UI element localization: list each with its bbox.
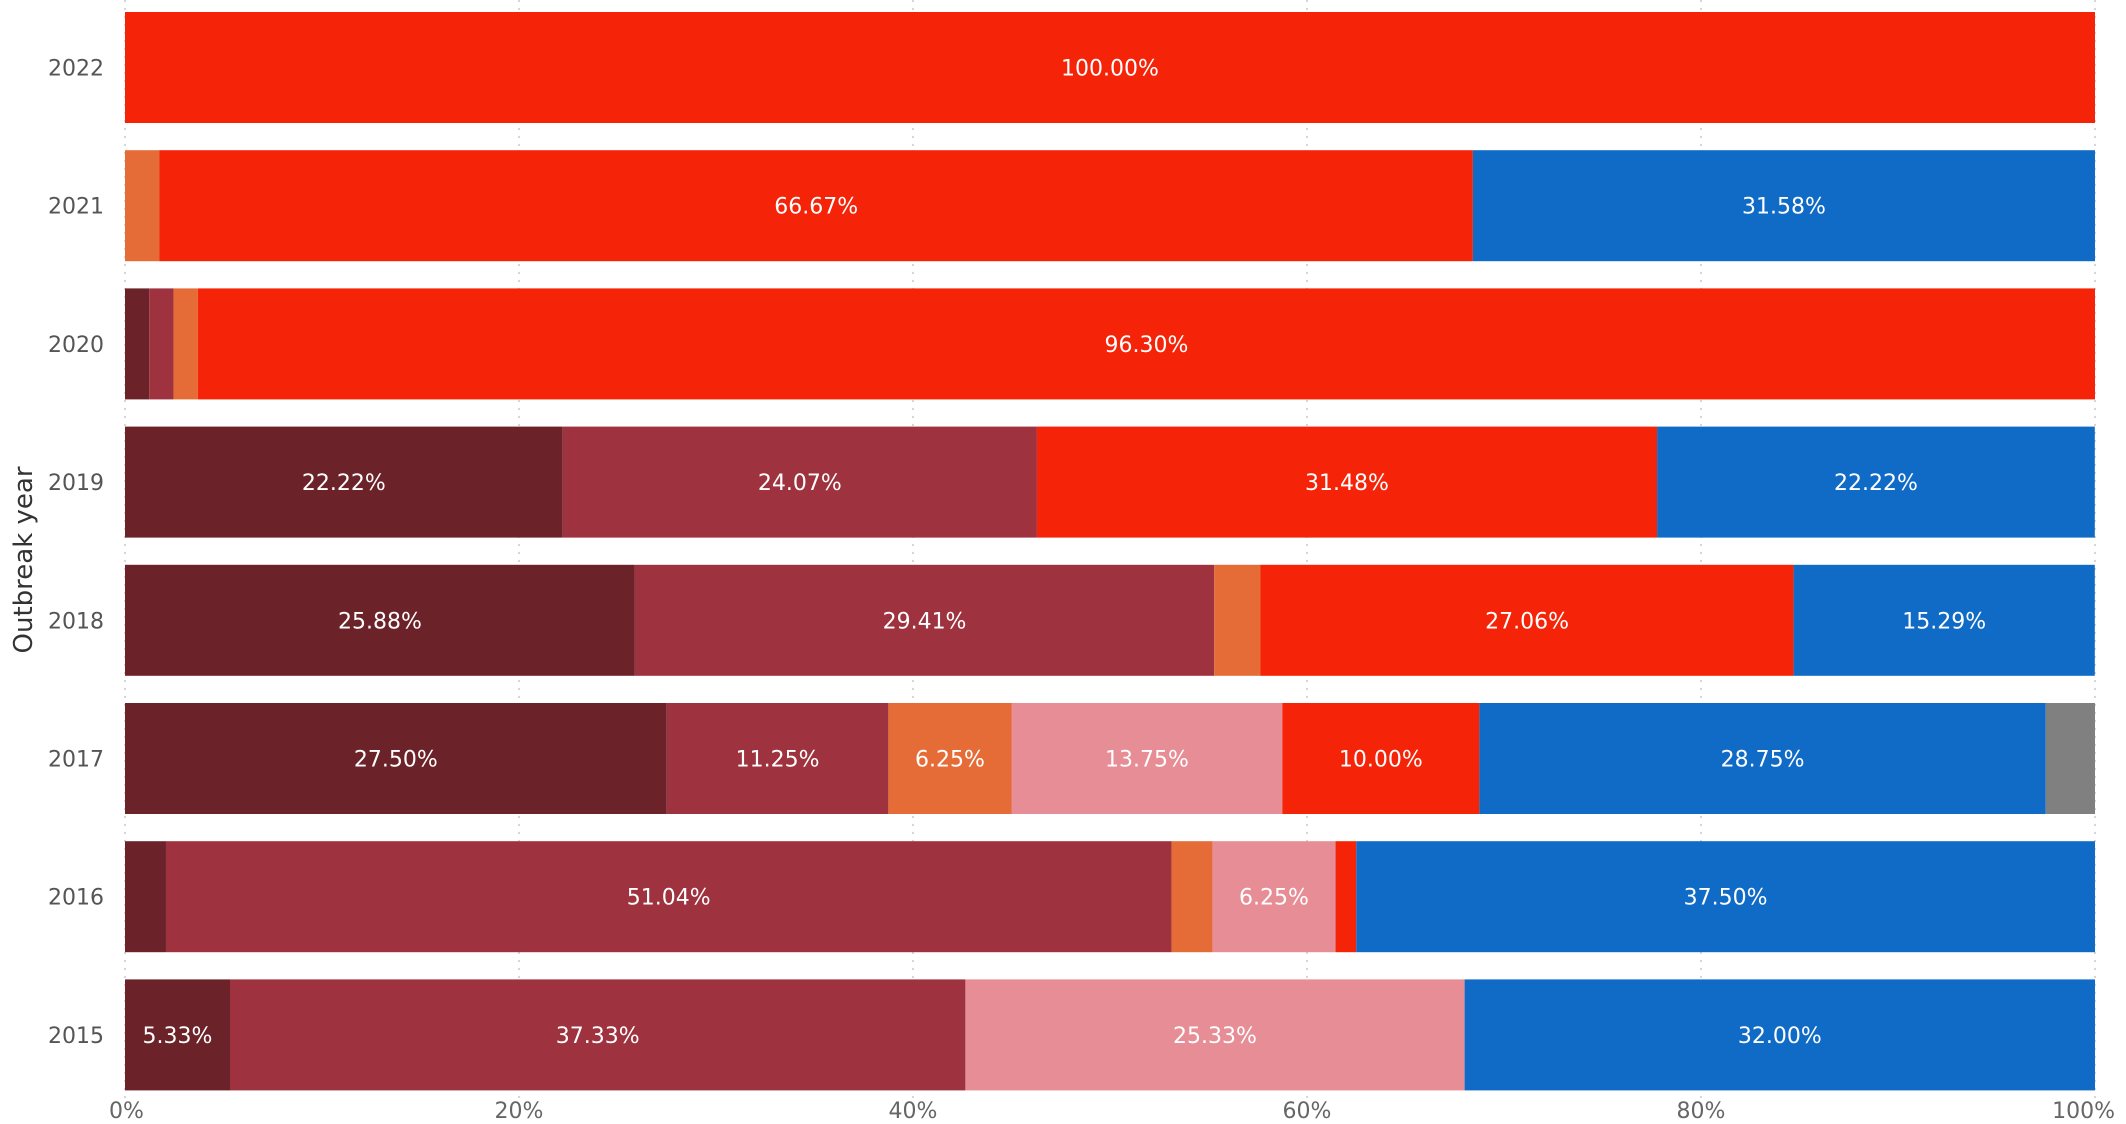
bar-segment bbox=[1036, 426, 1658, 538]
y-tick-label: 2018 bbox=[48, 609, 104, 634]
y-tick-label: 2019 bbox=[48, 471, 104, 496]
data-label: 22.22% bbox=[302, 471, 386, 496]
bar-segment bbox=[1479, 703, 2046, 814]
data-label: 51.04% bbox=[627, 886, 711, 911]
bar-segment bbox=[230, 979, 966, 1091]
data-label: 11.25% bbox=[736, 748, 820, 773]
y-tick-label: 2020 bbox=[48, 333, 104, 358]
data-label: 6.25% bbox=[915, 748, 985, 773]
y-axis-ticks: 2022 2021 2020 2019 2018 2017 2016 2015 bbox=[48, 57, 104, 1049]
bar-segment bbox=[125, 564, 635, 676]
bar-segment bbox=[1335, 841, 1357, 953]
bar-segment bbox=[2045, 703, 2095, 814]
data-label: 32.00% bbox=[1738, 1024, 1822, 1049]
data-label: 31.48% bbox=[1305, 471, 1389, 496]
x-axis-ticks: 0% 20% 40% 60% 80% 100% bbox=[109, 1099, 2115, 1124]
bar-segment bbox=[888, 703, 1012, 814]
y-axis-title: Outbreak year bbox=[9, 466, 39, 653]
bar-segment bbox=[1282, 703, 1480, 814]
data-label: 15.29% bbox=[1902, 609, 1986, 634]
bar-segment bbox=[165, 841, 1172, 953]
bar-segment bbox=[125, 426, 563, 538]
data-label: 6.25% bbox=[1239, 886, 1309, 911]
data-label: 13.75% bbox=[1105, 748, 1189, 773]
data-labels: 100.00% 66.67% 31.58% 96.30% 22.22% 24.07% 31.… bbox=[143, 57, 1987, 1049]
data-label: 28.75% bbox=[1721, 748, 1805, 773]
data-label: 100.00% bbox=[1061, 57, 1159, 82]
bar-segment bbox=[1214, 564, 1261, 676]
x-tick-label: 80% bbox=[1677, 1099, 1726, 1124]
bar-segment bbox=[1356, 841, 2095, 953]
data-label: 25.33% bbox=[1173, 1024, 1257, 1049]
bar-segment bbox=[125, 703, 667, 814]
bar-segment bbox=[173, 288, 198, 400]
bars bbox=[125, 12, 2095, 1091]
bar-segment bbox=[125, 979, 231, 1091]
data-label: 66.67% bbox=[774, 195, 858, 220]
y-tick-label: 2021 bbox=[48, 195, 104, 220]
data-label: 10.00% bbox=[1339, 748, 1423, 773]
x-tick-label: 0% bbox=[109, 1099, 144, 1124]
bar-segment bbox=[666, 703, 889, 814]
data-label: 31.58% bbox=[1742, 195, 1826, 220]
bar-segment bbox=[125, 841, 166, 953]
bar-segment bbox=[562, 426, 1037, 538]
x-tick-label: 100% bbox=[2052, 1099, 2115, 1124]
bar-segment bbox=[634, 564, 1215, 676]
data-label: 27.50% bbox=[354, 748, 438, 773]
data-label: 25.88% bbox=[338, 609, 422, 634]
data-label: 27.06% bbox=[1485, 609, 1569, 634]
bar-segment bbox=[125, 150, 160, 262]
bar-segment bbox=[1464, 979, 2095, 1091]
data-label: 37.50% bbox=[1684, 886, 1768, 911]
data-label: 24.07% bbox=[758, 471, 842, 496]
bar-segment bbox=[1657, 426, 2095, 538]
x-tick-label: 60% bbox=[1283, 1099, 1332, 1124]
y-tick-label: 2022 bbox=[48, 57, 104, 82]
y-tick-label: 2016 bbox=[48, 886, 104, 911]
x-tick-label: 20% bbox=[495, 1099, 544, 1124]
bar-segment bbox=[1171, 841, 1213, 953]
bar-segment bbox=[125, 288, 150, 400]
data-label: 29.41% bbox=[883, 609, 967, 634]
bar-segment bbox=[1260, 564, 1794, 676]
bar-segment bbox=[125, 12, 2095, 123]
bar-segment bbox=[1212, 841, 1336, 953]
y-tick-label: 2017 bbox=[48, 748, 104, 773]
bar-segment bbox=[1793, 564, 2095, 676]
bar-segment bbox=[197, 288, 2095, 400]
bar-segment bbox=[1011, 703, 1283, 814]
data-label: 37.33% bbox=[556, 1024, 640, 1049]
bar-segment bbox=[149, 288, 174, 400]
y-tick-label: 2015 bbox=[48, 1024, 104, 1049]
bar-segment bbox=[159, 150, 1473, 262]
data-label: 22.22% bbox=[1834, 471, 1918, 496]
data-label: 5.33% bbox=[143, 1024, 213, 1049]
x-tick-label: 40% bbox=[889, 1099, 938, 1124]
bar-segment bbox=[1472, 150, 2095, 262]
data-label: 96.30% bbox=[1104, 333, 1188, 358]
bar-segment bbox=[965, 979, 1465, 1091]
